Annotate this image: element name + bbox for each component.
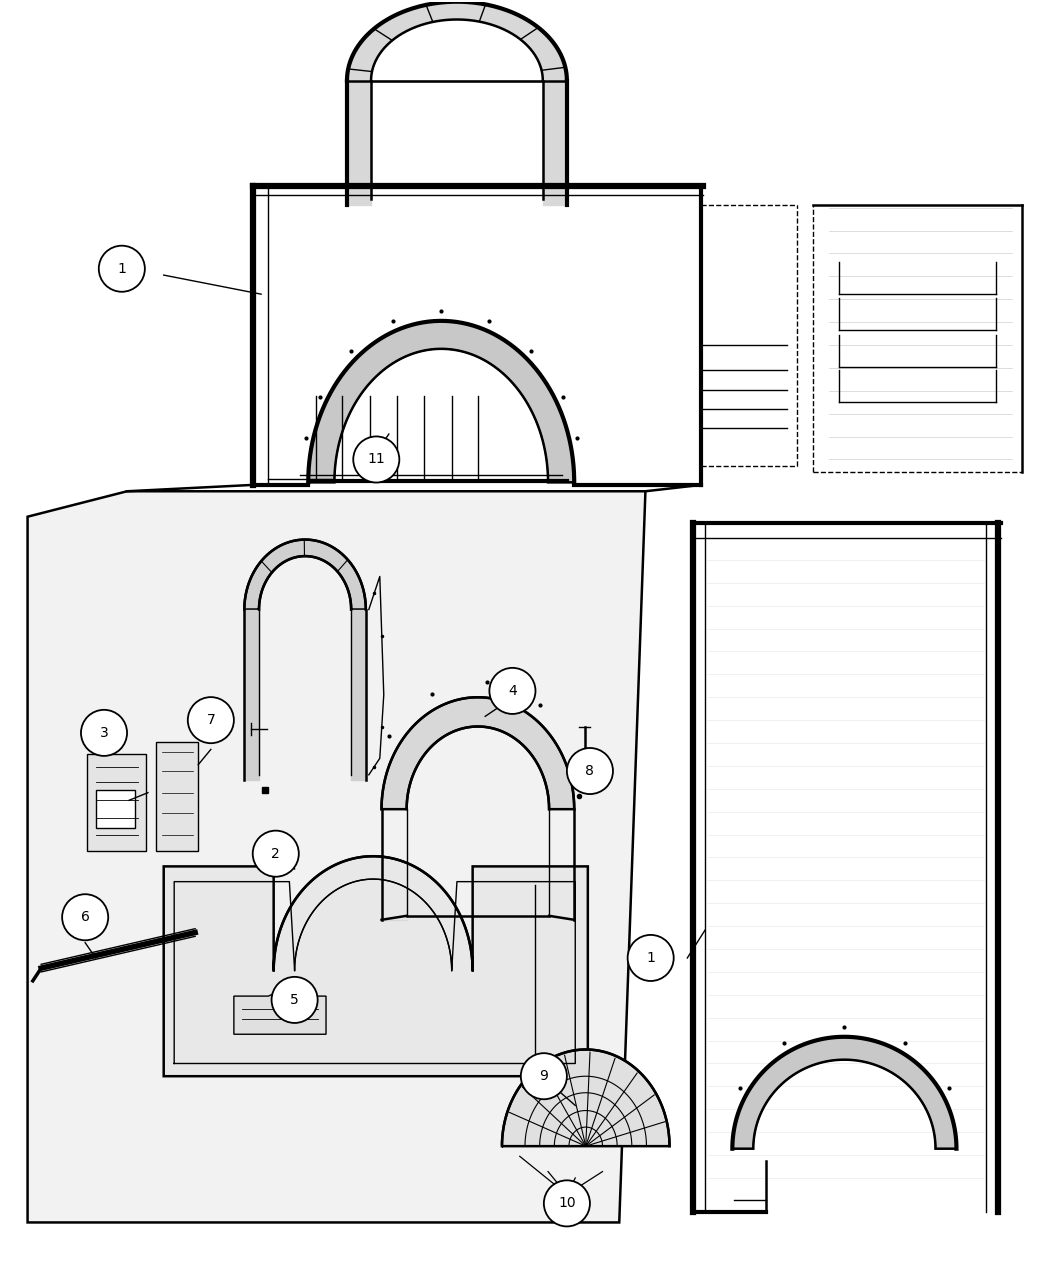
Circle shape (544, 1181, 590, 1227)
Text: 11: 11 (368, 453, 385, 467)
Text: 1: 1 (646, 951, 655, 965)
Polygon shape (27, 491, 646, 1223)
Circle shape (272, 977, 318, 1023)
Polygon shape (732, 1037, 957, 1149)
Polygon shape (156, 742, 198, 852)
Circle shape (521, 1053, 567, 1099)
Text: 2: 2 (271, 847, 280, 861)
Circle shape (99, 246, 145, 292)
Circle shape (81, 710, 127, 756)
Text: 9: 9 (540, 1070, 548, 1084)
Text: 3: 3 (100, 725, 108, 739)
Polygon shape (96, 790, 135, 829)
Circle shape (567, 748, 613, 794)
Circle shape (489, 668, 536, 714)
Polygon shape (346, 1, 567, 80)
Circle shape (353, 436, 399, 482)
Polygon shape (87, 755, 146, 852)
Text: 4: 4 (508, 683, 517, 697)
Text: 5: 5 (290, 993, 299, 1007)
Text: 8: 8 (586, 764, 594, 778)
Polygon shape (502, 1049, 670, 1146)
Polygon shape (234, 989, 327, 1034)
Polygon shape (381, 697, 574, 810)
Polygon shape (245, 539, 365, 609)
Text: 6: 6 (81, 910, 89, 924)
Polygon shape (164, 857, 588, 1076)
Circle shape (628, 935, 674, 980)
Circle shape (188, 697, 234, 743)
Polygon shape (309, 321, 574, 482)
Text: 1: 1 (118, 261, 126, 275)
Circle shape (62, 894, 108, 940)
Text: 10: 10 (559, 1196, 575, 1210)
Text: 7: 7 (207, 713, 215, 727)
Circle shape (253, 830, 299, 877)
